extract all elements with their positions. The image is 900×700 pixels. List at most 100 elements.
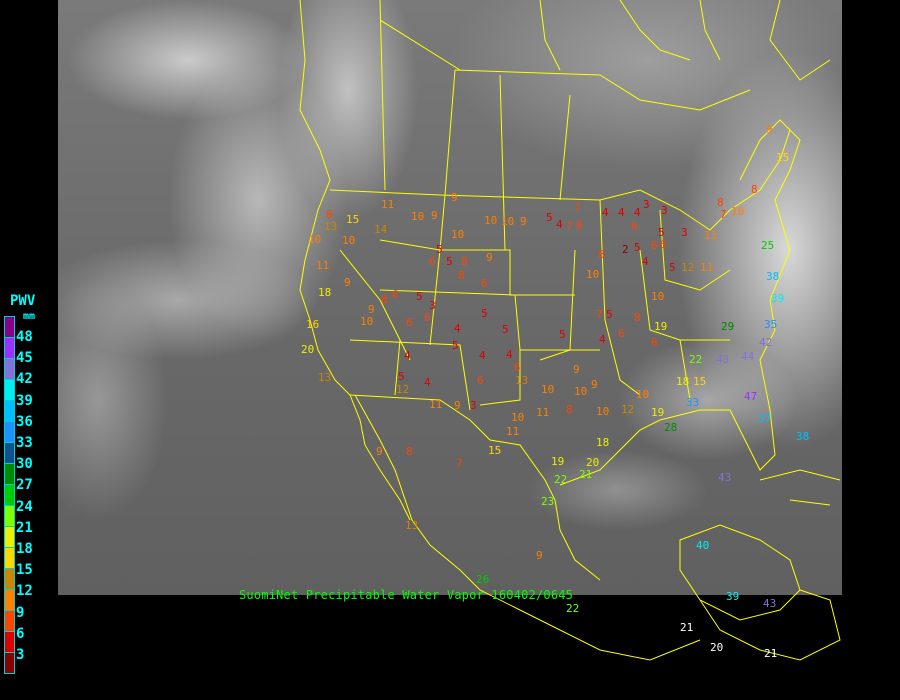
station-pwv-value: 9	[431, 209, 438, 222]
color-scale-segment	[4, 380, 15, 401]
station-pwv-value: 5	[634, 241, 641, 254]
boundary-line	[349, 394, 601, 581]
station-pwv-value: 13	[405, 519, 419, 532]
color-scale-segment	[4, 485, 15, 506]
station-pwv-value: 11	[700, 261, 714, 274]
station-pwv-value: 12	[396, 383, 410, 396]
station-pwv-value: 6	[424, 311, 431, 324]
station-pwv-value: 39	[771, 292, 785, 305]
station-pwv-value: 8	[576, 219, 583, 232]
station-pwv-value: 43	[716, 353, 730, 366]
legend-tick-label: 39	[16, 392, 33, 409]
station-pwv-value: 11	[429, 398, 443, 411]
station-pwv-value: 39	[726, 590, 740, 603]
station-pwv-value: 21	[680, 621, 694, 634]
station-pwv-value: 10	[651, 290, 665, 303]
station-pwv-value: 26	[476, 573, 490, 586]
station-pwv-value: 10	[360, 315, 374, 328]
color-scale-segment	[4, 548, 15, 569]
station-pwv-value: 22	[689, 353, 703, 366]
station-pwv-value: 10	[596, 405, 610, 418]
boundary-line	[379, 0, 386, 191]
station-pwv-value: 5	[398, 370, 405, 383]
boundary-line	[454, 69, 751, 111]
station-pwv-value: 13	[318, 371, 332, 384]
station-pwv-value: 10	[731, 205, 745, 218]
boundary-line	[339, 249, 411, 361]
boundary-line	[444, 69, 456, 196]
station-pwv-value: 18	[596, 436, 610, 449]
station-pwv-value: 6	[406, 316, 413, 329]
boundary-line	[679, 339, 691, 401]
station-pwv-value: 4	[642, 255, 649, 268]
station-pwv-value: 12	[621, 403, 635, 416]
boundary-line	[599, 199, 641, 396]
station-pwv-value: 5	[669, 261, 676, 274]
station-pwv-value: 19	[654, 320, 668, 333]
station-pwv-value: 8	[566, 403, 573, 416]
boundary-line	[759, 469, 841, 481]
station-pwv-value: 21	[764, 647, 778, 660]
station-pwv-value: 19	[651, 406, 665, 419]
boundary-line	[499, 74, 506, 251]
boundary-line	[349, 339, 471, 411]
station-pwv-value: 10	[586, 268, 600, 281]
station-pwv-value: 8	[717, 196, 724, 209]
station-pwv-value: 4	[454, 322, 461, 335]
station-pwv-value: 20	[710, 641, 724, 654]
station-pwv-value: 6	[429, 255, 436, 268]
boundary-line	[619, 0, 691, 61]
color-scale-segment	[4, 443, 15, 464]
station-pwv-value: 9	[344, 276, 351, 289]
boundary-line	[439, 194, 575, 296]
color-scale-bar	[4, 316, 15, 674]
station-pwv-value: 4	[599, 333, 606, 346]
station-pwv-value: 4	[634, 206, 641, 219]
station-pwv-value: 38	[796, 430, 810, 443]
station-pwv-value: 6	[392, 288, 399, 301]
station-pwv-value: 8	[406, 445, 413, 458]
legend-tick-label: 33	[16, 435, 33, 451]
station-pwv-value: 10	[541, 383, 555, 396]
legend-tick-label: 30	[16, 456, 33, 473]
legend-tick-label: 42	[16, 371, 33, 388]
station-pwv-value: 6	[651, 239, 658, 252]
station-pwv-value: 21	[579, 468, 593, 481]
boundary-line	[429, 249, 441, 346]
color-scale-segment	[4, 464, 15, 485]
station-pwv-value: 29	[721, 320, 735, 333]
station-pwv-value: 42	[759, 336, 773, 349]
station-pwv-value: 10	[451, 228, 465, 241]
station-pwv-value: 9	[368, 303, 375, 316]
boundary-line	[354, 394, 701, 661]
station-pwv-value: 6	[660, 238, 667, 251]
boundary-line	[789, 499, 831, 506]
station-pwv-value: 10	[501, 215, 515, 228]
station-pwv-value: 9	[454, 399, 461, 412]
boundary-line	[539, 249, 576, 361]
station-pwv-value: 4	[404, 349, 411, 362]
station-pwv-value: 15	[776, 151, 790, 164]
color-scale-segment	[4, 359, 15, 380]
station-pwv-value: 10	[484, 214, 498, 227]
station-pwv-value: 3	[470, 399, 477, 412]
station-pwv-value: 8	[598, 248, 605, 261]
station-pwv-value: 43	[763, 597, 777, 610]
station-pwv-value: 3	[643, 198, 650, 211]
satellite-image	[58, 0, 842, 595]
station-pwv-value: 43	[718, 471, 732, 484]
station-pwv-value: 10	[636, 388, 650, 401]
boundary-line	[379, 19, 461, 71]
station-pwv-value: 14	[374, 223, 388, 236]
station-pwv-value: 5	[452, 339, 459, 352]
station-pwv-value: 12	[681, 261, 695, 274]
boundary-line	[559, 119, 801, 486]
station-pwv-value: 11	[536, 406, 550, 419]
color-scale-segment	[4, 527, 15, 548]
station-pwv-value: 5	[559, 328, 566, 341]
station-pwv-value: 15	[346, 213, 360, 226]
boundary-line	[659, 209, 731, 291]
station-pwv-value: 10	[308, 233, 322, 246]
